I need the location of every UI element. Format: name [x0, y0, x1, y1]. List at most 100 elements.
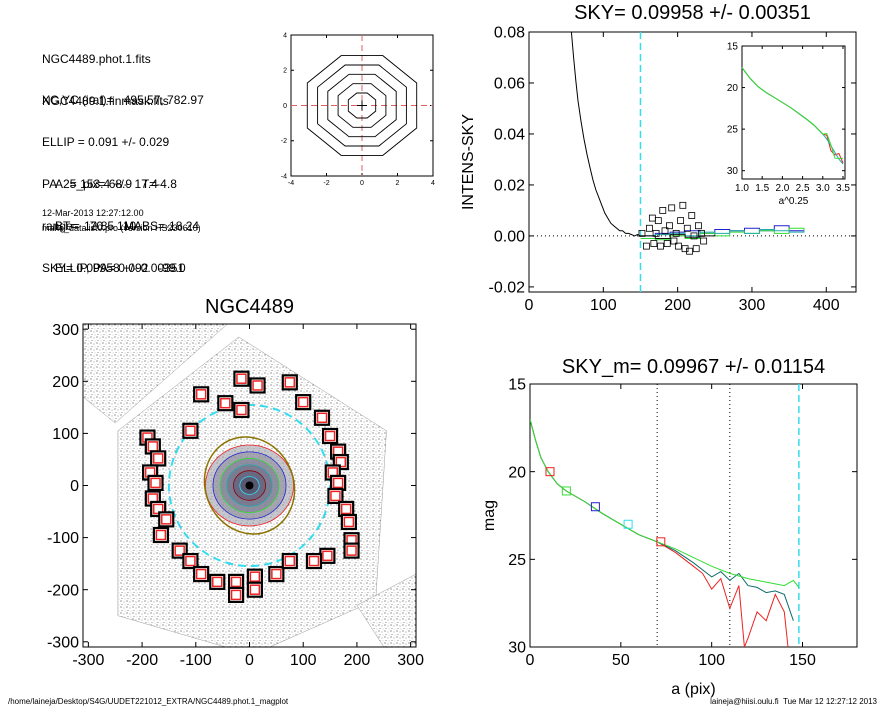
x-tick-label: 2.0 — [775, 183, 789, 194]
sky-sample-point — [663, 240, 671, 247]
mask-region — [327, 487, 344, 505]
y-tick-label: 100 — [52, 426, 79, 443]
plot-area — [530, 384, 800, 647]
sky-sample-point — [648, 214, 656, 222]
x-tick-label: 300 — [397, 652, 424, 669]
y-axis-label: INTENS-SKY — [460, 114, 477, 210]
x-tick-label: -200 — [126, 652, 158, 669]
contour-level — [317, 64, 407, 147]
y-axis-label: mag — [481, 500, 498, 531]
sky-sample-point — [657, 242, 664, 250]
mask-box-inner — [236, 373, 247, 384]
sky-series-line — [640, 234, 716, 239]
sky-sample-point — [654, 217, 662, 225]
mask-box — [305, 552, 323, 570]
info-line: SKY= 0.09958 +/- 0.00351 — [42, 261, 185, 275]
sky-sample-point — [698, 229, 705, 237]
mask-box-inner — [174, 545, 185, 556]
info-line: NGC4489.phot.1.fits — [42, 52, 151, 66]
mask-box-inner — [249, 571, 261, 582]
isophote-marker — [561, 486, 571, 496]
info-line: PA = 153.4 +/- 17.4 — [42, 177, 158, 191]
galaxy-image-plot: NGC4489 -300 -200 -100 0 100 200 300 300 200 100 0 -… — [47, 296, 424, 669]
x-tick-label: 100 — [698, 652, 725, 669]
y-tick-label: 0.02 — [494, 178, 525, 195]
mask-box — [152, 526, 169, 544]
mask-box — [182, 422, 199, 439]
mask-box — [340, 513, 357, 531]
magnitude-profile-plot: SKY_m= 0.09967 +/- 0.01154 a (pix) mag 0 50 1… — [481, 356, 858, 698]
mask-region — [295, 394, 312, 411]
sky-sample-point — [674, 242, 682, 250]
mask-box-inner — [230, 576, 242, 588]
x-tick-label: -4 — [288, 180, 294, 187]
mask-box-inner — [322, 550, 333, 562]
x-tick-label: 0 — [526, 652, 535, 669]
mask-region — [193, 386, 210, 403]
sky-sample-point — [638, 229, 646, 237]
x-tick-label: 0 — [525, 297, 534, 314]
mask-box — [327, 487, 344, 505]
chart-title: SKY_m= 0.09967 +/- 0.01154 — [562, 356, 825, 378]
mask-box — [217, 395, 234, 412]
magnitude-profile-line — [530, 418, 800, 588]
mask-region — [321, 427, 339, 445]
sky-sample-point — [666, 222, 673, 230]
x-tick-label: 150 — [789, 652, 816, 669]
mask-region — [193, 565, 210, 583]
y-tick-label: 30 — [727, 166, 739, 177]
sky-sample-point — [672, 229, 680, 237]
sky-sample-point — [661, 227, 669, 235]
y-tick-label: 0.00 — [494, 229, 525, 246]
y-tick-label: 0.08 — [494, 25, 525, 42]
x-tick-label: 0 — [245, 652, 254, 669]
footer-path: /home/laineja/Desktop/S4G/UUDET221012_EX… — [8, 697, 289, 706]
sky-sample-point — [690, 232, 698, 240]
x-tick-label: 200 — [664, 297, 691, 314]
mask-box-inner — [284, 555, 296, 567]
inset-background — [742, 46, 845, 179]
y-tick-label: -200 — [47, 582, 79, 599]
mask-box — [281, 374, 298, 391]
info-block-c: A25_pix= 68.9 T=-4.8 BT= 12.85 MABS=-18.… — [55, 149, 199, 289]
mask-region — [313, 409, 331, 426]
galaxy-nucleus — [245, 481, 254, 490]
x-tick-label: 200 — [344, 652, 371, 669]
chart-title: SKY= 0.09958 +/- 0.00351 — [574, 2, 811, 24]
info-program: make_datalist0.pro (version HS230610) — [42, 223, 201, 233]
mask-region — [281, 552, 298, 570]
isophote-marker — [545, 467, 555, 477]
isophote-marker — [623, 519, 633, 529]
contour-level — [327, 73, 397, 138]
mask-region — [182, 422, 199, 439]
mask-region — [158, 511, 175, 528]
y-tick-label: 25 — [508, 552, 526, 569]
mask-region — [338, 500, 355, 518]
sky-sample-point — [692, 245, 700, 253]
x-tick-label: 0 — [360, 180, 364, 187]
sky-sample-point — [686, 247, 693, 255]
mask-box — [233, 401, 250, 419]
mask-box-inner — [284, 377, 296, 388]
mask-box-inner — [340, 503, 352, 515]
y-tick-label: 0 — [283, 103, 287, 110]
plot-area — [529, 32, 856, 292]
mask-box-inner — [185, 425, 196, 437]
fit-ellipse — [203, 436, 296, 535]
mask-box — [227, 586, 245, 604]
mask-box — [246, 581, 263, 598]
x-tick-label: 3.5 — [836, 183, 850, 194]
mask-box-inner — [297, 396, 309, 408]
sky-sample-point — [677, 217, 685, 225]
footer-user: laineja@hiisi.oulu.fi Tue Mar 12 12:27:1… — [710, 697, 877, 706]
mask-box — [147, 474, 164, 491]
info-line: XC,YC (iraf)= 495.57, 782.97 — [42, 93, 204, 107]
mask-box-inner — [252, 380, 263, 391]
y-tick-label: 0 — [70, 478, 79, 495]
mask-box-inner — [150, 477, 161, 489]
info-block-b: XC,YC (iraf)= 495.57, 782.97 ELLIP = 0.0… — [42, 65, 204, 289]
mask-box — [268, 565, 285, 583]
mask-box-inner — [324, 430, 336, 442]
mask-box — [295, 394, 312, 411]
